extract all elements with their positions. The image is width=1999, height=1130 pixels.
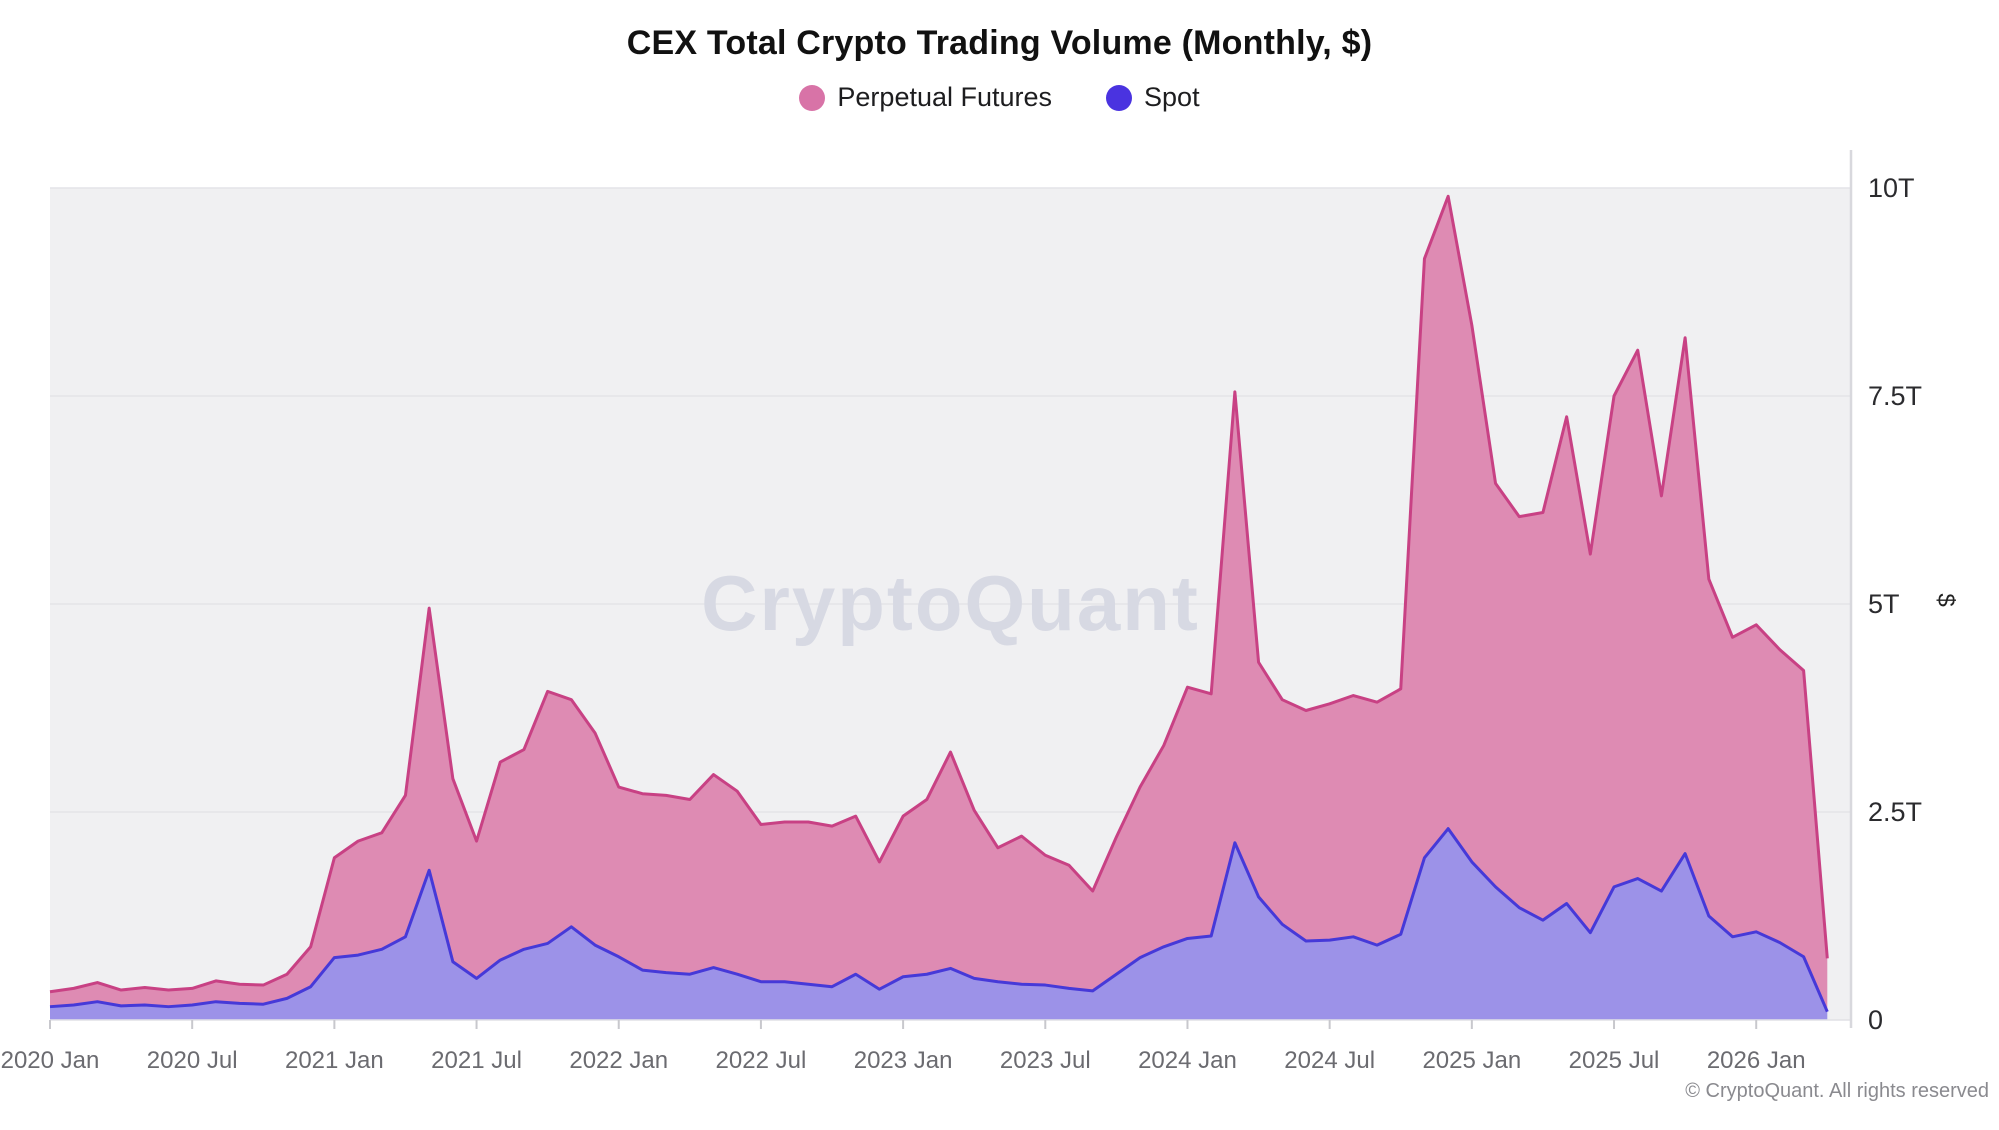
spot-legend-dot-icon [1106, 84, 1133, 111]
y-axis-label-5T: 5T [1868, 589, 1900, 619]
x-axis-label-2024-Jul: 2024 Jul [1284, 1047, 1375, 1074]
legend-item-perpetual-futures[interactable]: Perpetual Futures [799, 82, 1052, 113]
y-axis-label-0: 0 [1868, 1005, 1883, 1035]
chart-legend: Perpetual Futures Spot [0, 82, 1999, 113]
x-axis-label-2020-Jan: 2020 Jan [1, 1047, 100, 1074]
x-axis-label-2025-Jul: 2025 Jul [1569, 1047, 1660, 1074]
x-axis-label-2023-Jul: 2023 Jul [1000, 1047, 1091, 1074]
x-axis-label-2021-Jan: 2021 Jan [285, 1047, 384, 1074]
legend-label-spot: Spot [1144, 82, 1200, 112]
spot-area [50, 828, 1828, 1020]
legend-label-perpetual-futures: Perpetual Futures [837, 82, 1053, 112]
y-axis-unit-label: $ [1932, 593, 1959, 606]
y-axis-label-10T: 10T [1868, 173, 1915, 203]
copyright-notice: © CryptoQuant. All rights reserved [1685, 1080, 1989, 1102]
perpetual-futures-area [50, 196, 1828, 1012]
legend-item-spot[interactable]: Spot [1106, 82, 1200, 113]
spot-line [49, 827, 1829, 1013]
perpetual-futures-line [49, 194, 1829, 994]
x-axis-label-2024-Jan: 2024 Jan [1138, 1047, 1237, 1074]
y-axis-label-2.5T: 2.5T [1868, 797, 1922, 827]
x-axis-label-2021-Jul: 2021 Jul [431, 1047, 522, 1074]
page-title: CEX Total Crypto Trading Volume (Monthly… [626, 24, 1373, 62]
perpetual-futures-legend-dot-icon [799, 84, 826, 111]
x-axis-label-2023-Jan: 2023 Jan [854, 1047, 953, 1074]
x-axis-label-2022-Jul: 2022 Jul [716, 1047, 807, 1074]
x-axis-label-2022-Jan: 2022 Jan [569, 1047, 668, 1074]
y-axis-label-7.5T: 7.5T [1868, 381, 1922, 411]
x-axis-label-2025-Jan: 2025 Jan [1422, 1047, 1521, 1074]
x-axis-label-2020-Jul: 2020 Jul [147, 1047, 238, 1074]
cryptoquant-watermark: CryptoQuant [701, 559, 1200, 647]
x-axis-label-2026-Jan: 2026 Jan [1707, 1047, 1806, 1074]
